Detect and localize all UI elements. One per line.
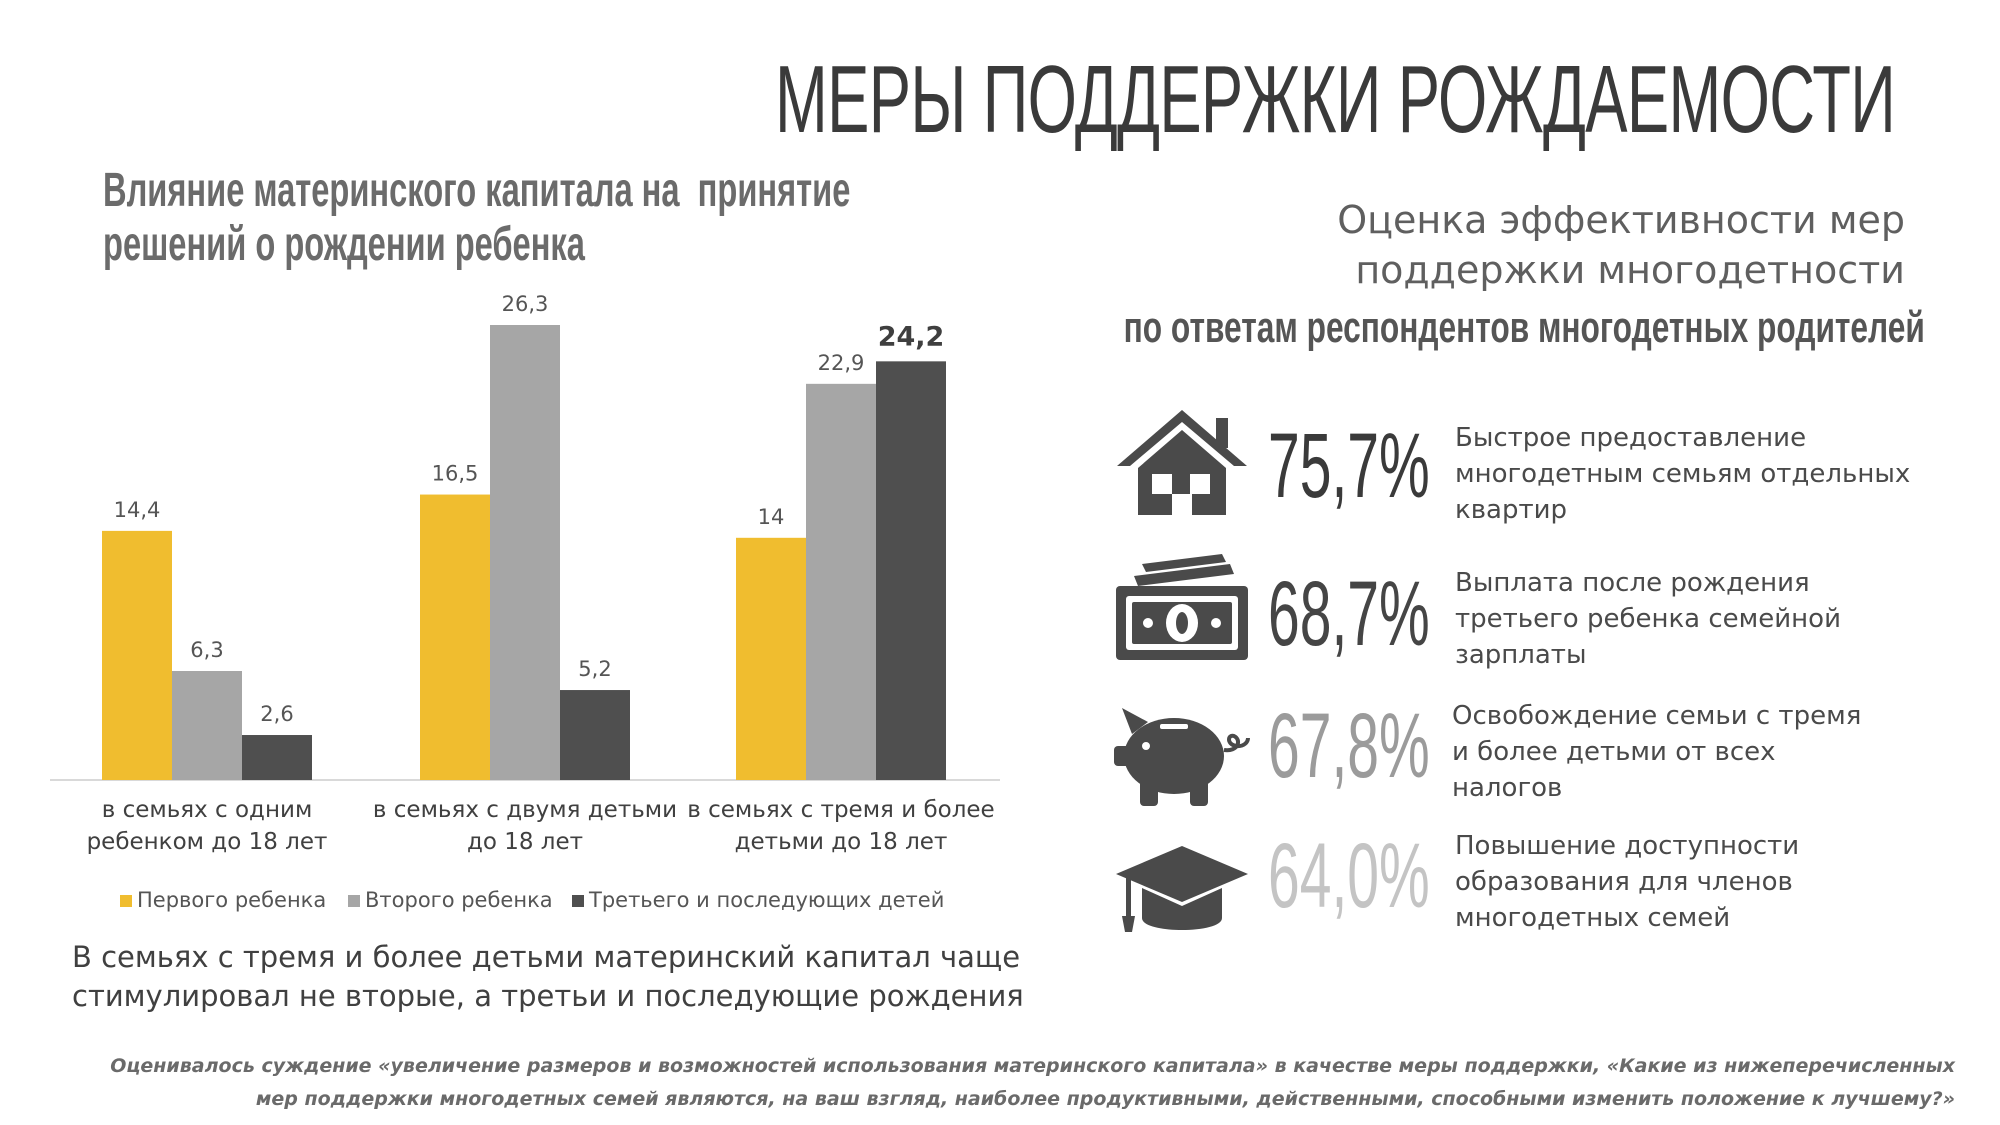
category-label-2-1: в семьях с двумя детьми xyxy=(373,797,677,823)
measure-1-line2: многодетным семьям отдельных xyxy=(1455,459,1911,489)
category-label-3-1: в семьях с тремя и более xyxy=(687,797,994,823)
measure-1-text: Быстрое предоставление многодетным семья… xyxy=(1455,420,1925,528)
bar-chart: 14,4 6,3 2,6 в семьях с одним ребенком до 18… xyxy=(50,292,1000,912)
measure-2-text: Выплата после рождения третьего ребенка … xyxy=(1455,565,1925,673)
chart-title-line1: Влияние материнского капитала на приняти… xyxy=(103,164,851,217)
measure-4-line2: образования для членов xyxy=(1455,867,1793,897)
category-label-3-2: детьми до 18 лет xyxy=(735,829,948,855)
data-label-3-1: 2,6 xyxy=(260,702,293,726)
legend-label-3: Третьего и последующих детей xyxy=(588,888,944,912)
chart-footnote: В семьях с тремя и более детьми материнс… xyxy=(72,938,1024,1016)
category-label-2-2: до 18 лет xyxy=(467,829,583,855)
data-label-2-2: 26,3 xyxy=(502,292,549,316)
bar-3-3 xyxy=(876,361,946,780)
money-icon xyxy=(1116,554,1248,660)
bar-1-1 xyxy=(102,530,172,780)
data-label-3-2: 5,2 xyxy=(578,657,611,681)
measure-1-line3: квартир xyxy=(1455,495,1568,525)
bottom-note-line1: Оценивалось суждение «увеличение размеро… xyxy=(110,1055,1955,1077)
legend-label-2: Второго ребенка xyxy=(365,888,553,912)
data-label-1-2: 16,5 xyxy=(432,462,479,486)
bottom-note: Оценивалось суждение «увеличение размеро… xyxy=(110,1050,1955,1116)
measure-3-percent: 67,8% xyxy=(1268,695,1430,797)
data-label-1-3: 14 xyxy=(758,505,785,529)
chart-title: Влияние материнского капитала на приняти… xyxy=(103,164,851,272)
bar-1-3 xyxy=(736,537,806,780)
right-subtitle: Оценка эффективности мер поддержки много… xyxy=(1337,195,1905,295)
right-subtitle-line2: поддержки многодетности xyxy=(1355,248,1905,292)
legend-swatch-3 xyxy=(572,895,584,907)
right-caption: по ответам респондентов многодетных роди… xyxy=(1123,303,1925,352)
legend-label-1: Первого ребенка xyxy=(137,888,326,912)
data-label-1-1: 14,4 xyxy=(114,498,161,522)
bar-1-2 xyxy=(420,494,490,780)
measure-2-percent: 68,7% xyxy=(1268,563,1430,665)
category-label-1-2: ребенком до 18 лет xyxy=(87,829,328,855)
measure-4-text: Повышение доступности образования для чл… xyxy=(1455,828,1925,936)
measure-3-text: Освобождение семьи с тремя и более детьм… xyxy=(1452,698,1922,806)
measure-1-line1: Быстрое предоставление xyxy=(1455,423,1807,453)
data-label-2-3: 22,9 xyxy=(818,351,865,375)
measure-4-percent: 64,0% xyxy=(1268,825,1430,927)
measure-3-line3: налогов xyxy=(1452,773,1563,803)
chart-title-line2: решений о рождении ребенка xyxy=(103,218,585,271)
category-label-1-1: в семьях с одним xyxy=(102,797,313,823)
right-subtitle-line1: Оценка эффективности мер xyxy=(1337,198,1905,242)
measure-2-line1: Выплата после рождения xyxy=(1455,568,1810,598)
measure-3-line1: Освобождение семьи с тремя xyxy=(1452,701,1862,731)
bottom-note-line2: мер поддержки многодетных семей являются… xyxy=(255,1088,1955,1110)
measure-2-line2: третьего ребенка семейной xyxy=(1455,604,1841,634)
data-label-2-1: 6,3 xyxy=(190,638,223,662)
measure-4-line1: Повышение доступности xyxy=(1455,831,1800,861)
bar-2-1 xyxy=(172,671,242,780)
legend-swatch-2 xyxy=(348,895,360,907)
legend-swatch-1 xyxy=(120,895,132,907)
measure-4-line3: многодетных семей xyxy=(1455,903,1731,933)
bar-3-1 xyxy=(242,735,312,780)
bar-3-2 xyxy=(560,690,630,780)
data-label-3-3: 24,2 xyxy=(878,321,945,352)
chart-footnote-line1: В семьях с тремя и более детьми материнс… xyxy=(72,940,1021,974)
piggy-bank-icon xyxy=(1114,708,1250,806)
chart-footnote-line2: стимулировал не вторые, а третьи и после… xyxy=(72,979,1024,1013)
house-icon xyxy=(1117,410,1247,515)
measure-1-percent: 75,7% xyxy=(1268,415,1430,517)
bar-2-3 xyxy=(806,383,876,780)
measure-3-line2: и более детьми от всех xyxy=(1452,737,1776,767)
graduation-cap-icon xyxy=(1116,846,1248,932)
bar-2-2 xyxy=(490,325,560,780)
main-title: МЕРЫ ПОДДЕРЖКИ РОЖДАЕМОСТИ xyxy=(774,46,1896,153)
measure-2-line3: зарплаты xyxy=(1455,640,1587,670)
